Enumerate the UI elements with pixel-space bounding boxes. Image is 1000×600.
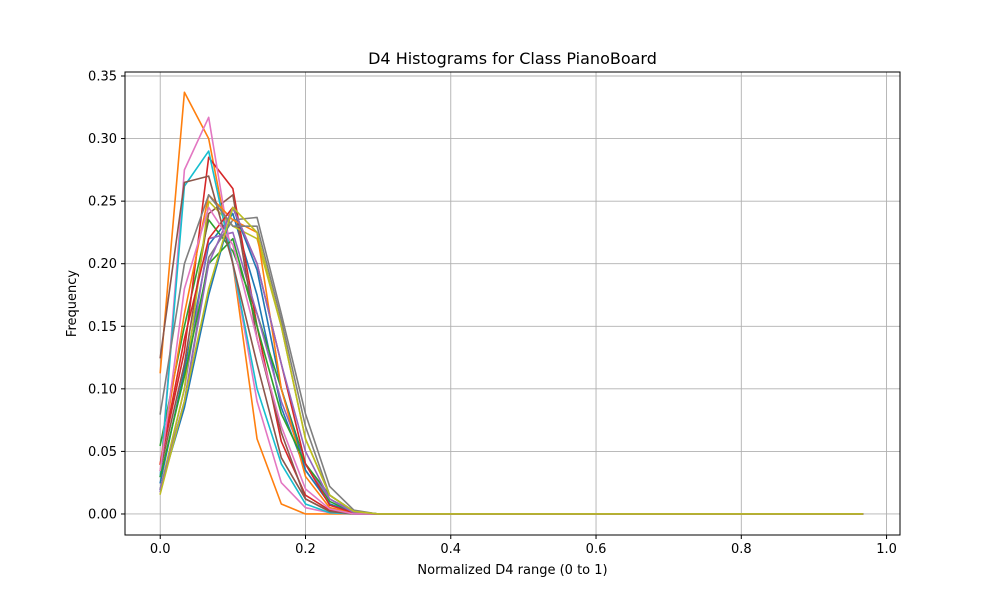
y-tick-label: 0.25 [88,195,117,210]
x-tick-label: 0.2 [295,542,316,557]
y-tick-label: 0.00 [88,507,117,522]
plot-frame [124,71,901,536]
x-tick-label: 1.0 [876,542,897,557]
y-tick-label: 0.35 [88,70,117,85]
y-tick-label: 0.15 [88,320,117,335]
x-tick-label: 0.0 [150,542,171,557]
series-line-19 [159,206,864,515]
chart-title: D4 Histograms for Class PianoBoard [368,49,657,68]
x-axis-ticks: 0.0 0.2 0.4 0.6 0.8 1.0 [150,535,897,557]
y-tick-label: 0.30 [88,132,117,147]
y-tick-label: 0.20 [88,257,117,272]
x-axis-title: Normalized D4 range (0 to 1) [417,563,607,578]
y-tick-label: 0.05 [88,445,117,460]
y-axis-title: Frequency [65,270,80,337]
y-tick-label: 0.10 [88,382,117,397]
y-axis-ticks: 0.00 0.05 0.10 0.15 0.20 0.25 0.30 0.35 [88,70,125,522]
x-tick-label: 0.6 [586,542,607,557]
series-lines [159,91,864,515]
x-tick-label: 0.8 [731,542,752,557]
x-tick-label: 0.4 [440,542,461,557]
